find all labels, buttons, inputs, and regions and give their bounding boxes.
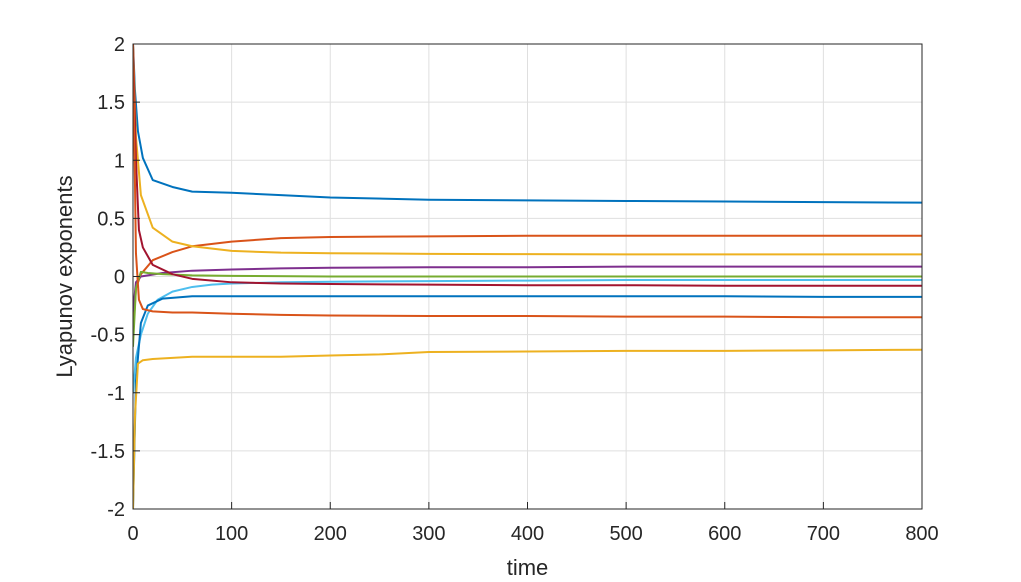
series-line-6 xyxy=(133,278,922,394)
axis-ticks: 0 100 200 300 400 500 600 700 800 2 1.5 1 0.5 0 -0.5 -1… xyxy=(91,34,939,545)
series-line-10 xyxy=(133,348,922,509)
y-tick-label: -1 xyxy=(107,383,125,405)
y-tick-label: 0.5 xyxy=(97,208,125,230)
series-line-2 xyxy=(133,234,922,336)
y-tick-label: 1.5 xyxy=(97,92,125,114)
series-line-3 xyxy=(133,44,922,256)
x-tick-label: 0 xyxy=(127,523,138,545)
series-lines xyxy=(133,44,922,509)
x-axis-title: time xyxy=(507,555,549,580)
series-line-8 xyxy=(133,295,922,509)
x-tick-label: 600 xyxy=(708,523,741,545)
series-line-7 xyxy=(133,44,922,287)
series-line-9 xyxy=(133,44,922,319)
x-tick-label: 500 xyxy=(609,523,642,545)
x-tick-label: 300 xyxy=(412,523,445,545)
y-tick-label: -0.5 xyxy=(91,325,125,347)
series-line-5 xyxy=(133,270,922,348)
y-tick-label: -1.5 xyxy=(91,441,125,463)
series-line-1 xyxy=(133,44,922,204)
y-tick-label: 0 xyxy=(114,267,125,289)
y-tick-label: 1 xyxy=(114,150,125,172)
x-tick-label: 800 xyxy=(905,523,938,545)
y-tick-label: 2 xyxy=(114,34,125,56)
y-axis-title: Lyapunov exponents xyxy=(52,175,77,377)
series-line-4 xyxy=(133,265,922,313)
x-tick-label: 200 xyxy=(314,523,347,545)
x-tick-label: 400 xyxy=(511,523,544,545)
x-tick-label: 700 xyxy=(807,523,840,545)
x-tick-label: 100 xyxy=(215,523,248,545)
y-tick-label: -2 xyxy=(107,499,125,521)
